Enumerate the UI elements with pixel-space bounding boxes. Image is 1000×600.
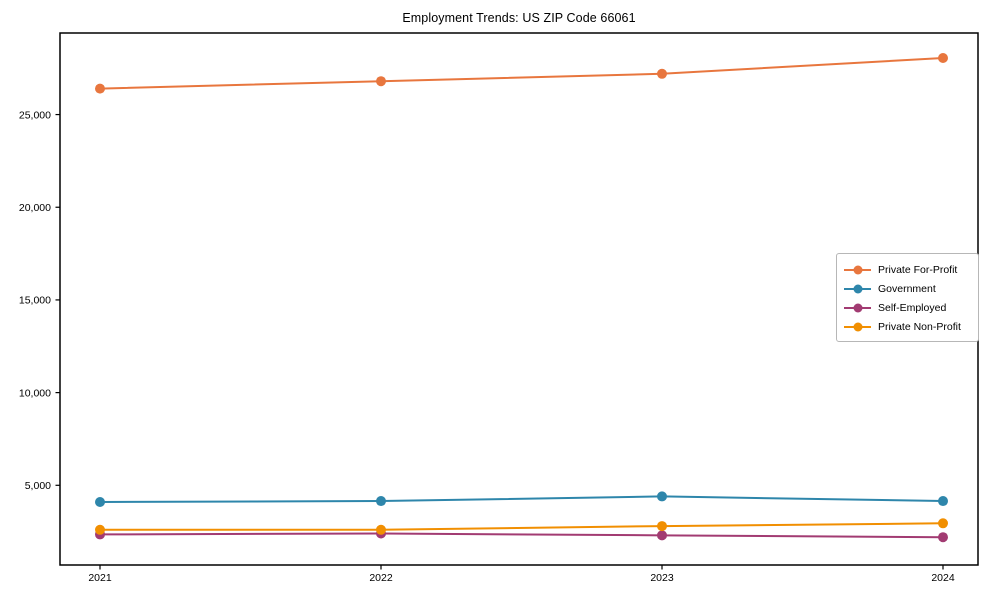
y-tick-label: 25,000 [19,109,51,121]
chart-title: Employment Trends: US ZIP Code 66061 [402,11,636,25]
y-tick-label: 10,000 [19,387,51,399]
legend-item-government: Government [844,279,972,298]
legend-label: Government [878,282,936,295]
x-tick-label: 2024 [931,572,955,584]
legend-item-self-employed: Self-Employed [844,299,972,318]
data-point-government-2024 [938,496,948,507]
data-point-government-2021 [95,496,105,507]
legend-dot-icon [853,265,862,275]
legend-label: Self-Employed [878,302,947,315]
series-line-private-for-profit [99,57,944,90]
data-point-self-employed-2024 [938,532,948,543]
x-tick-label: 2021 [88,572,112,584]
data-point-private-for-profit-2022 [376,76,386,87]
data-point-private-non-profit-2022 [376,524,386,535]
legend-marker-private-non-profit-icon [844,322,871,332]
data-point-private-non-profit-2023 [657,521,667,532]
legend-label: Private For-Profit [878,263,958,276]
y-tick-label: 20,000 [19,202,51,214]
series-line-private-non-profit [99,522,944,531]
data-point-private-for-profit-2021 [95,83,105,94]
data-point-government-2023 [657,491,667,502]
legend-item-private-for-profit: Private For-Profit [844,260,972,279]
y-tick-label: 15,000 [19,295,51,307]
data-point-private-non-profit-2024 [938,518,948,529]
legend-item-private-non-profit: Private Non-Profit [844,318,972,337]
chart-legend: Private For-Profit Government Self-Employe… [836,253,979,342]
legend-dot-icon [853,322,862,332]
legend-marker-self-employed-icon [844,303,871,313]
data-point-private-for-profit-2023 [657,68,667,79]
legend-label: Private Non-Profit [878,321,961,334]
legend-dot-icon [853,284,862,294]
legend-dot-icon [853,303,862,313]
series-line-self-employed [99,532,944,539]
legend-marker-private-for-profit-icon [844,265,871,275]
x-tick-label: 2022 [369,572,393,584]
data-point-self-employed-2023 [657,530,667,541]
data-point-private-for-profit-2024 [938,53,948,64]
y-tick-label: 5,000 [25,480,51,492]
data-point-private-non-profit-2021 [95,524,105,535]
x-tick-label: 2023 [650,572,674,584]
data-point-government-2022 [376,496,386,507]
series-line-government [99,495,944,503]
legend-marker-government-icon [844,284,871,294]
